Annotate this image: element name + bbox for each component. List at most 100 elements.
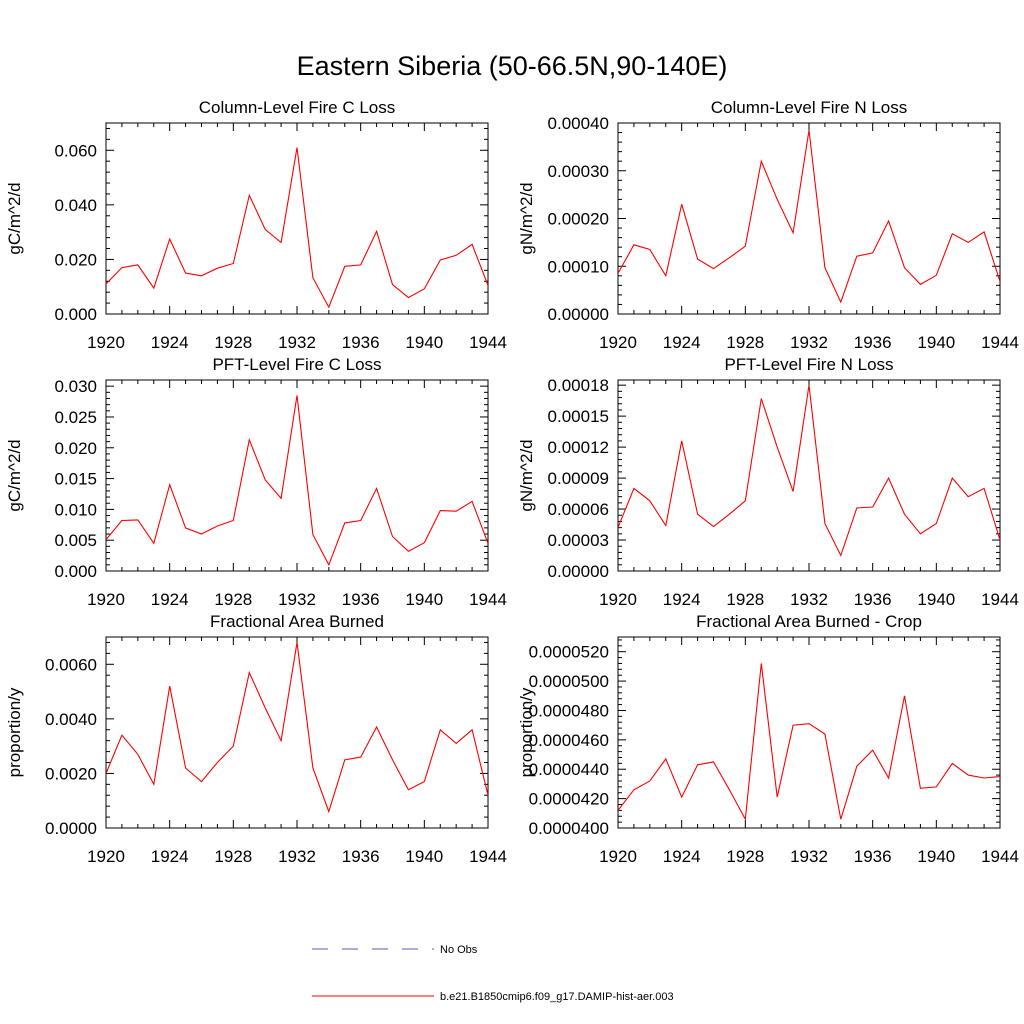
y-tick-label: 0.00000	[548, 562, 609, 581]
panel-5: Fractional Area Burned proportion/y 1920 19…	[5, 612, 507, 866]
y-tick-label: 0.020	[54, 439, 97, 458]
y-tick-label: 0.00015	[548, 407, 609, 426]
x-tick-label: 1944	[981, 847, 1019, 866]
y-tick-label: 0.060	[54, 141, 97, 160]
y-tick-label: 0.0000420	[529, 790, 609, 809]
x-tick-label: 1924	[663, 333, 701, 352]
x-tick-label: 1936	[854, 590, 892, 609]
x-tick-label: 1940	[917, 333, 955, 352]
y-tick-label: 0.00040	[548, 114, 609, 133]
y-tick-label: 0.005	[54, 531, 97, 550]
x-tick-label: 1940	[917, 847, 955, 866]
panel-3: PFT-Level Fire C Loss gC/m^2/d 1920 1924 192…	[5, 355, 507, 609]
y-tick-label: 0.020	[54, 250, 97, 269]
x-tick-label: 1924	[151, 590, 189, 609]
x-tick-label: 1936	[342, 333, 380, 352]
y-tick-label: 0.0000	[45, 819, 97, 838]
panel-title: PFT-Level Fire N Loss	[724, 355, 893, 374]
series-line	[618, 385, 1000, 557]
series-line	[106, 642, 488, 814]
x-tick-label: 1920	[599, 847, 637, 866]
series-line	[106, 395, 488, 567]
x-tick-label: 1936	[854, 847, 892, 866]
y-tick-label: 0.00000	[548, 305, 609, 324]
y-axis-label: gN/m^2/d	[517, 439, 536, 511]
y-tick-label: 0.0000400	[529, 819, 609, 838]
x-tick-label: 1928	[726, 590, 764, 609]
y-axis-label: gN/m^2/d	[517, 182, 536, 254]
x-tick-label: 1924	[663, 847, 701, 866]
panel-title: Column-Level Fire C Loss	[199, 98, 396, 117]
x-tick-label: 1932	[278, 333, 316, 352]
y-tick-label: 0.010	[54, 500, 97, 519]
panel-title: Fractional Area Burned	[210, 612, 384, 631]
x-tick-label: 1928	[726, 333, 764, 352]
plot-frame	[105, 636, 489, 829]
x-tick-label: 1928	[214, 847, 252, 866]
y-axis-label: proportion/y	[517, 687, 536, 777]
x-tick-label: 1928	[726, 847, 764, 866]
panel-title: Fractional Area Burned - Crop	[696, 612, 922, 631]
y-tick-label: 0.0040	[45, 710, 97, 729]
x-tick-label: 1932	[790, 333, 828, 352]
panel-2: Column-Level Fire N Loss gN/m^2/d 1920 1924…	[517, 98, 1019, 352]
y-tick-label: 0.030	[54, 377, 97, 396]
plot-frame	[617, 636, 1001, 829]
x-tick-label: 1920	[599, 333, 637, 352]
y-tick-label: 0.00012	[548, 438, 609, 457]
x-tick-label: 1944	[981, 333, 1019, 352]
legend-label: b.e21.B1850cmip6.f09_g17.DAMIP-hist-aer.…	[440, 991, 674, 1003]
y-tick-label: 0.0020	[45, 764, 97, 783]
panels: Column-Level Fire C Loss gC/m^2/d 1920 1924…	[5, 98, 1019, 866]
y-tick-label: 0.00020	[548, 210, 609, 229]
plot-frame	[617, 122, 1001, 315]
y-tick-label: 0.00006	[548, 500, 609, 519]
x-tick-label: 1936	[342, 847, 380, 866]
y-axis-label: gC/m^2/d	[5, 182, 24, 254]
series-line	[106, 147, 488, 309]
x-tick-label: 1936	[854, 333, 892, 352]
y-tick-label: 0.00003	[548, 531, 609, 550]
series-line	[618, 663, 1000, 822]
panel-1: Column-Level Fire C Loss gC/m^2/d 1920 1924…	[5, 98, 507, 352]
panel-title: PFT-Level Fire C Loss	[212, 355, 381, 374]
series-line	[618, 130, 1000, 304]
y-axis-label: gC/m^2/d	[5, 439, 24, 511]
x-tick-label: 1920	[87, 847, 125, 866]
x-tick-label: 1944	[981, 590, 1019, 609]
y-tick-label: 0.000	[54, 305, 97, 324]
x-tick-label: 1924	[151, 333, 189, 352]
y-tick-label: 0.0000460	[529, 731, 609, 750]
legend-label: No Obs	[440, 944, 478, 956]
x-tick-label: 1932	[790, 847, 828, 866]
x-tick-label: 1920	[87, 590, 125, 609]
y-tick-label: 0.00030	[548, 162, 609, 181]
y-tick-label: 0.00010	[548, 257, 609, 276]
y-tick-label: 0.0000440	[529, 760, 609, 779]
x-tick-label: 1944	[469, 847, 507, 866]
y-tick-label: 0.0000480	[529, 701, 609, 720]
x-tick-label: 1940	[405, 590, 443, 609]
x-tick-label: 1944	[469, 333, 507, 352]
panel-title: Column-Level Fire N Loss	[711, 98, 908, 117]
x-tick-label: 1940	[917, 590, 955, 609]
y-tick-label: 0.0000520	[529, 643, 609, 662]
y-tick-label: 0.015	[54, 470, 97, 489]
x-tick-label: 1932	[278, 847, 316, 866]
legend: No Obs b.e21.B1850cmip6.f09_g17.DAMIP-his…	[312, 944, 674, 1003]
x-tick-label: 1924	[663, 590, 701, 609]
x-tick-label: 1920	[599, 590, 637, 609]
y-tick-label: 0.00009	[548, 469, 609, 488]
panel-6: Fractional Area Burned - Crop proportion/…	[517, 612, 1019, 866]
x-tick-label: 1920	[87, 333, 125, 352]
y-axis-label: proportion/y	[5, 687, 24, 777]
plot-frame	[105, 379, 489, 572]
x-tick-label: 1924	[151, 847, 189, 866]
x-tick-label: 1944	[469, 590, 507, 609]
figure-title: Eastern Siberia (50-66.5N,90-140E)	[297, 51, 728, 81]
x-tick-label: 1928	[214, 590, 252, 609]
x-tick-label: 1932	[278, 590, 316, 609]
x-tick-label: 1932	[790, 590, 828, 609]
y-tick-label: 0.025	[54, 408, 97, 427]
